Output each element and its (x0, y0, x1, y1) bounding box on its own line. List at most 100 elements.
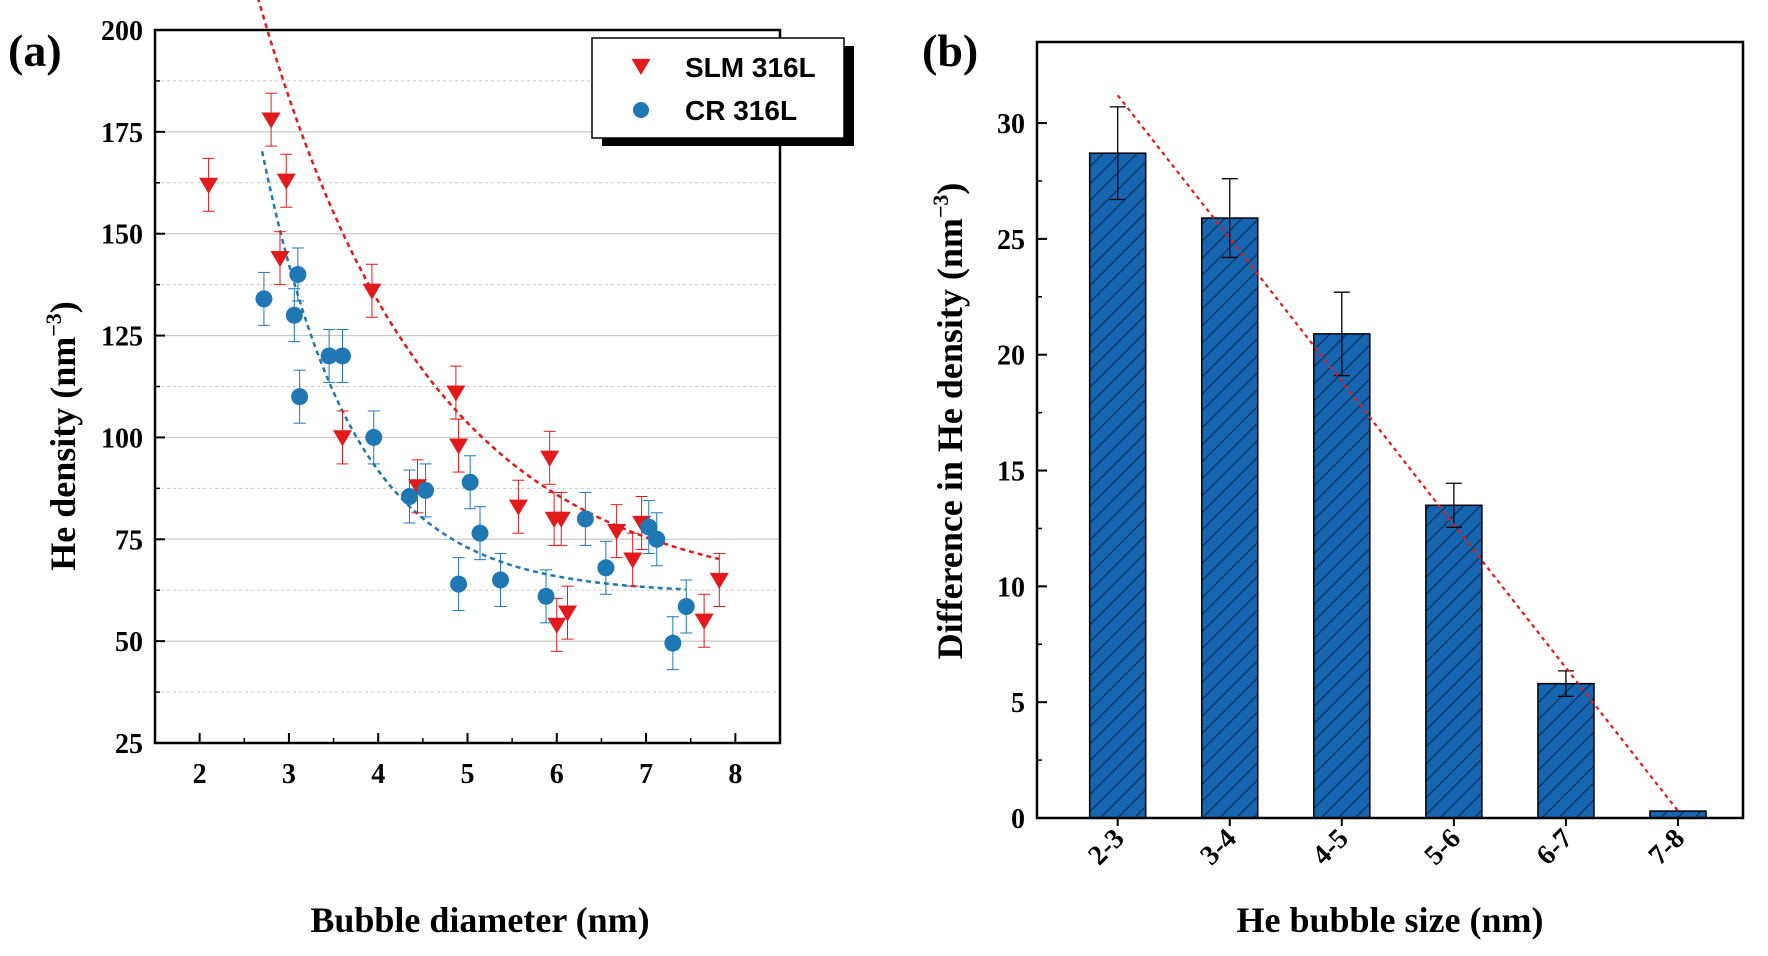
cr-data-point (461, 473, 479, 491)
bar-5-6 (1425, 504, 1483, 819)
slm-data-point (540, 450, 560, 467)
slm-data-point (709, 572, 729, 590)
y-tick-label: 125 (101, 322, 143, 353)
panel-b-axes (1035, 40, 1745, 820)
cr-data-point (334, 347, 351, 365)
slm-data-point (261, 112, 281, 129)
cr-data-point (677, 598, 695, 616)
x-tick-label-4-5: 4-5 (1306, 823, 1354, 871)
panel-a-fit-curves (257, 0, 720, 591)
bar-3-4 (1200, 217, 1259, 819)
panel-b-error-bars (1109, 106, 1574, 698)
panel-b-y-title-main: Difference in He density (nm (930, 218, 970, 659)
y-tick-label: 15 (997, 457, 1025, 488)
slm-data-point (199, 177, 219, 194)
panel-a-y-axis-title: He density (nm−3) (41, 301, 83, 571)
panel-a-y-title-main: He density (nm (43, 337, 83, 571)
cr-data-point (289, 265, 307, 283)
error-bar-2-3 (1109, 106, 1126, 201)
error-bar-3-4 (1221, 178, 1238, 259)
y-tick-label: 150 (101, 220, 143, 251)
cr-data-point (471, 524, 489, 542)
cr-data-point (648, 530, 666, 548)
panel-a-label: (a) (8, 25, 62, 76)
y-tick-label: 50 (115, 627, 143, 658)
panel-a-ticks: 2 3 4 5 6 7 8 25 50 75 100 125 150 175 200 (101, 16, 742, 790)
cr-data-point (597, 559, 615, 577)
x-tick-label: 3 (282, 759, 296, 790)
slm-data-point (362, 283, 382, 300)
slm-data-point (551, 511, 571, 528)
panel-a-y-title-close: ) (43, 301, 83, 313)
slm-data-point (449, 438, 469, 455)
x-tick-label: 8 (728, 759, 742, 790)
y-tick-label: 20 (997, 341, 1025, 372)
y-tick-label: 10 (997, 572, 1025, 603)
error-bar-5-6 (1445, 482, 1462, 528)
legend-slm-label: SLM 316L (685, 52, 816, 83)
cr-data-point (365, 428, 383, 446)
slm-fit-curve (257, 0, 720, 561)
y-tick-label: 30 (997, 109, 1025, 140)
y-tick-label: 25 (997, 225, 1025, 256)
y-tick-label: 100 (101, 423, 143, 454)
bar-2-3 (1088, 152, 1147, 819)
panel-b-label: (b) (922, 25, 978, 76)
y-tick-label: 0 (1011, 804, 1025, 835)
panel-b-x-axis-title: He bubble size (nm) (1236, 900, 1543, 940)
panel-a-x-axis-title: Bubble diameter (nm) (310, 900, 649, 940)
panel-a-legend: SLM 316L CR 316L (591, 37, 854, 146)
cr-data-point (285, 306, 303, 324)
slm-data-point (694, 613, 714, 630)
x-tick-label: 6 (550, 759, 564, 790)
slm-data-point (333, 430, 352, 447)
x-tick-label: 7 (639, 759, 653, 790)
cr-data-point (492, 571, 510, 589)
cr-fit-curve (260, 150, 687, 591)
panel-a-data-points (199, 92, 729, 671)
cr-data-point (450, 575, 468, 593)
y-tick-label: 25 (115, 729, 143, 760)
panel-b-y-title-close: ) (930, 183, 970, 195)
y-tick-label: 5 (1011, 688, 1025, 719)
cr-data-point (400, 488, 418, 506)
legend-box (591, 37, 845, 139)
panel-b-bars (1088, 152, 1707, 819)
slm-data-point (547, 617, 567, 634)
cr-data-point (417, 481, 435, 499)
panel-a-y-title-sup: −3 (41, 313, 66, 337)
cr-data-point (537, 587, 555, 605)
legend-cr-label: CR 316L (685, 95, 797, 126)
x-tick-label: 4 (371, 759, 385, 790)
x-tick-label-2-3: 2-3 (1082, 823, 1130, 871)
x-tick-label-6-7: 6-7 (1531, 823, 1579, 871)
x-tick-label-7-8: 7-8 (1643, 823, 1691, 871)
slm-data-point (558, 605, 577, 622)
bar-4-5 (1313, 333, 1371, 819)
y-tick-label: 200 (101, 16, 143, 47)
legend-cr-marker (633, 102, 649, 118)
panel-b-y-title-sup: −3 (928, 195, 953, 219)
slm-data-point (276, 173, 296, 190)
panel-b-frame (1035, 40, 1745, 820)
slm-data-point (508, 499, 528, 516)
cr-data-point (320, 347, 338, 365)
cr-data-point (255, 290, 273, 308)
error-bar-6-7 (1557, 670, 1574, 698)
x-tick-label: 5 (461, 759, 475, 790)
slm-data-point (446, 385, 466, 402)
slm-data-point (270, 251, 290, 268)
x-tick-label: 2 (193, 759, 207, 790)
y-tick-label: 75 (115, 525, 143, 556)
panel-a-scatter: (a) 2 3 4 5 6 7 8 25 50 75 100 125 150 175 200 SLM 316… (8, 0, 854, 940)
cr-data-point (291, 388, 309, 406)
cr-data-point (576, 510, 594, 528)
bar-6-7 (1537, 682, 1595, 819)
slm-data-point (607, 524, 627, 541)
legend-slm-marker (631, 58, 651, 76)
cr-data-point (640, 518, 658, 536)
slm-data-point (623, 552, 643, 569)
x-tick-label-3-4: 3-4 (1194, 823, 1242, 871)
y-tick-label: 175 (101, 118, 143, 149)
cr-data-point (664, 634, 682, 652)
